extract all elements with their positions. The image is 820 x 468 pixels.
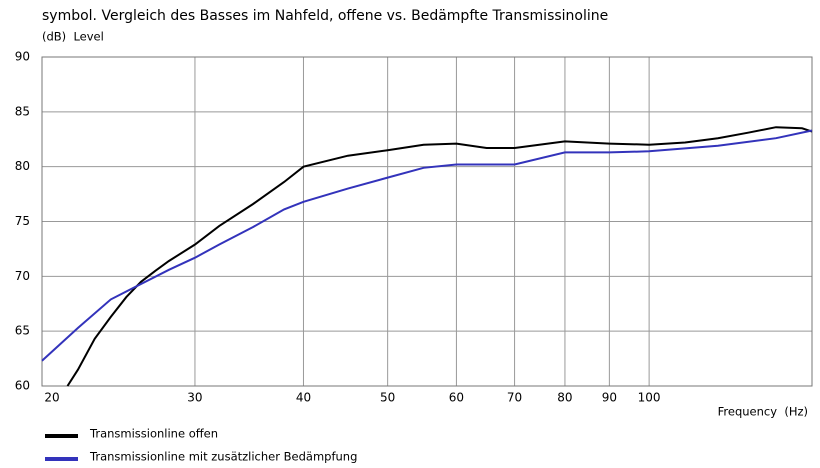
- x-tick-label: 70: [507, 391, 522, 405]
- series-line: [41, 129, 813, 362]
- y-tick-label: 85: [15, 104, 30, 118]
- y-axis-label: (dB) Level: [42, 30, 104, 44]
- y-tick-label: 70: [15, 269, 30, 283]
- chart-title: symbol. Vergleich des Basses im Nahfeld,…: [42, 8, 608, 24]
- y-tick-label: 80: [15, 159, 30, 173]
- plot-border: [41, 56, 813, 387]
- x-tick-label: 90: [602, 391, 617, 405]
- y-tick-label: 60: [15, 379, 30, 393]
- x-axis-label: Frequency (Hz): [718, 405, 808, 419]
- x-tick-label: 20: [44, 391, 59, 405]
- y-tick-label: 90: [15, 50, 30, 64]
- legend-label: Transmissionline offen: [89, 427, 218, 441]
- y-tick-label: 65: [15, 324, 30, 338]
- legend-label: Transmissionline mit zusätzlicher Bedämp…: [89, 450, 357, 464]
- x-tick-label: 50: [380, 391, 395, 405]
- series-line: [66, 126, 813, 387]
- x-tick-label: 30: [187, 391, 202, 405]
- y-tick-label: 75: [15, 214, 30, 228]
- x-tick-label: 40: [296, 391, 311, 405]
- x-tick-label: 60: [449, 391, 464, 405]
- x-tick-label: 80: [557, 391, 572, 405]
- x-tick-label: 100: [638, 391, 661, 405]
